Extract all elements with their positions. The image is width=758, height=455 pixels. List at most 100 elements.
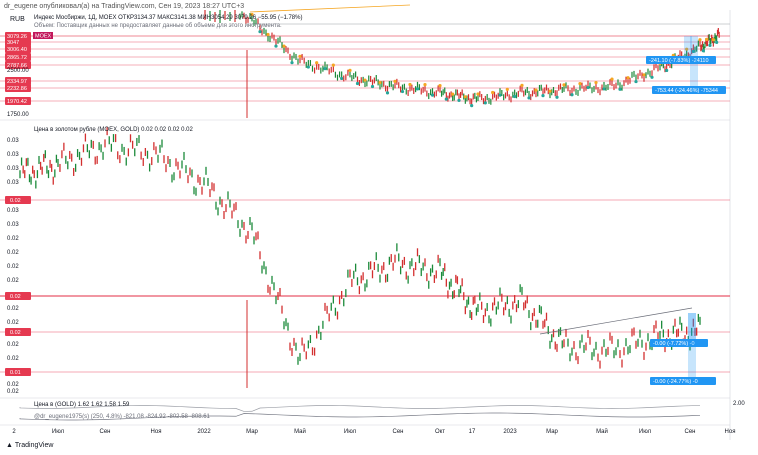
indicator-line [19,412,701,421]
signal-dot [331,63,335,67]
annotation-mid-2-label: -0.00 (-24.77%) -0 [653,379,698,385]
price-badge [5,97,31,105]
y-axis-label-mid: 0.03 [7,222,19,228]
signal-dot [491,90,495,95]
price-badge [5,61,31,69]
signal-dot [555,95,559,99]
brand-label: TradingView [14,442,54,449]
currency-label: RUB [10,16,25,23]
signal-dot [691,49,695,54]
gold-line-1: Цена в (GOLD) 1.62 1.62 1.58 1.59 [34,402,130,408]
signal-dot [457,98,461,102]
signal-dot [513,94,517,99]
signal-dot [708,43,712,48]
gold-line-2: @dr_eugene1975(s) (250, 4.8%) -821.08 -8… [34,414,210,420]
signal-dot [650,75,654,79]
x-axis-label: 2023 [503,429,517,435]
y-axis-label-mid: 0.03 [7,138,19,144]
price-badge-label: 1970.42 [7,99,27,105]
signal-dot [400,89,405,94]
signal-dot [711,38,715,42]
price-badge-label: 3006.40 [7,47,27,53]
y-axis-label: 2500.00 [7,68,29,74]
x-axis-label: Июл [344,429,357,435]
signal-dot [370,84,375,89]
signal-dot [355,81,360,86]
annotation-top-1-range [684,36,692,56]
x-axis-label: Мар [546,429,558,435]
mid-badge-label: 0.02 [10,198,21,204]
signal-dot [527,96,531,100]
signal-dot [385,91,390,95]
signal-dot [438,84,442,88]
signal-dot [298,54,302,58]
price-badge-label: 2787.66 [7,63,27,69]
signal-dot [562,83,566,87]
signal-dot [548,89,552,93]
annotation-mid-1-box [650,339,708,347]
moex-tag [33,32,53,39]
price-badge [5,77,31,85]
signal-dot [642,73,646,77]
signal-dot [250,12,254,17]
price-badge-label: 3079.26 [7,34,27,40]
x-axis-label: 2 [12,429,16,435]
y-axis-label-mid: 0.02 [7,320,19,326]
signal-dot [348,68,352,72]
signal-dot [570,93,574,97]
annotation-top-2-range [690,36,698,86]
volume-line: Объем: Поставщик данных не предоставляет… [34,23,282,29]
trend-line [249,4,411,13]
mid-badge [5,196,31,204]
price-badge [5,53,31,61]
signal-dot [451,92,455,96]
tradingview-brand[interactable]: ▲ TradingView [6,442,53,449]
annotation-mid-1-range [688,313,696,339]
signal-dot [315,61,319,65]
moex-tag-label: MOEX [35,34,52,40]
signal-dot [701,49,705,53]
gold-price-title: Цена в золотом рубле (MOEX, GOLD) 0.02 0… [34,127,193,133]
signal-dot [578,82,582,86]
signal-dot [444,97,448,101]
annotation-top-1-box [646,56,716,64]
signal-dot [602,87,606,91]
signal-dot [340,76,344,81]
signal-dot [534,88,538,92]
signal-dot [463,95,467,99]
mid-badge [5,292,31,300]
mid-badge-label: 0.02 [10,294,21,300]
x-axis-label: Май [294,428,306,435]
y-axis-label-mid: 0.02 [7,389,19,395]
annotation-top-2-box [652,86,726,94]
y-axis-label-mid: 0.02 [7,342,19,348]
gold-line [19,405,701,412]
annotation-mid-2-box [650,377,716,385]
y-axis-label-mid: 0.03 [7,166,19,172]
signal-dot [483,101,487,105]
y-axis-label-mid: 0.02 [7,382,19,388]
y-axis-label-bottom: 2.00 [733,401,745,407]
signal-dot [470,103,474,108]
price-badge-label: 2865.72 [7,55,27,61]
published-header: dr_eugene опубликовал(а) на TradingView.… [4,3,245,10]
signal-dot [594,80,598,85]
signal-dot [698,38,702,42]
mid-badge [5,368,31,376]
annotation-mid-1-label: -0.00 (-7.72%) -0 [653,341,695,347]
x-axis-label: 17 [469,429,476,435]
signal-dot [520,83,524,87]
signal-dot [634,79,638,84]
signal-dot [476,92,480,96]
mid-badge-label: 0.02 [10,330,21,336]
x-axis-label: Июл [52,429,65,435]
signal-dot [258,30,262,34]
signal-dot [665,68,669,73]
y-axis-label: 1750.00 [7,112,29,118]
signal-dot [363,78,367,82]
signal-dot [393,79,397,83]
signal-dot [626,76,630,80]
signal-dot [415,87,420,91]
y-axis-label-mid: 0.02 [7,264,19,270]
